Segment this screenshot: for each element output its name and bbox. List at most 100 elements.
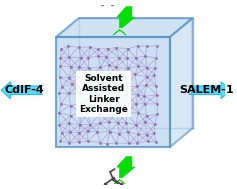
- Point: [67, 92, 70, 95]
- Point: [117, 57, 121, 60]
- Point: [144, 83, 148, 86]
- Point: [134, 56, 138, 59]
- Point: [126, 67, 130, 70]
- Point: [142, 95, 146, 98]
- Point: [134, 123, 138, 126]
- Point: [68, 76, 71, 79]
- Point: [143, 102, 146, 105]
- Point: [123, 74, 127, 77]
- Point: [57, 92, 61, 95]
- Polygon shape: [56, 37, 170, 147]
- Point: [78, 123, 82, 126]
- Point: [59, 56, 62, 59]
- Point: [88, 123, 92, 126]
- Point: [136, 44, 139, 47]
- Point: [69, 114, 73, 117]
- Point: [77, 140, 81, 143]
- Point: [153, 74, 156, 77]
- Point: [124, 92, 128, 95]
- Point: [107, 92, 111, 95]
- Point: [88, 46, 92, 49]
- Point: [136, 93, 140, 96]
- Polygon shape: [189, 82, 231, 99]
- Point: [107, 114, 111, 117]
- Text: CdIF-4: CdIF-4: [5, 85, 45, 95]
- Point: [105, 75, 109, 78]
- Point: [126, 47, 130, 50]
- Point: [143, 120, 147, 123]
- Point: [67, 56, 71, 59]
- Point: [137, 133, 140, 136]
- Point: [76, 75, 80, 78]
- Point: [69, 104, 73, 107]
- Point: [106, 85, 109, 88]
- Point: [87, 85, 91, 88]
- Point: [155, 102, 159, 105]
- Point: [144, 55, 147, 58]
- Text: Solvent
Assisted
Linker
Exchange: Solvent Assisted Linker Exchange: [79, 74, 128, 114]
- Point: [105, 142, 109, 145]
- Point: [115, 86, 119, 89]
- Point: [58, 139, 62, 142]
- Point: [59, 47, 63, 50]
- Point: [98, 122, 102, 125]
- Point: [155, 113, 159, 116]
- Polygon shape: [113, 29, 126, 35]
- Point: [69, 65, 73, 68]
- Point: [95, 95, 99, 98]
- Point: [95, 84, 99, 87]
- Point: [135, 85, 139, 88]
- Point: [98, 112, 102, 115]
- Point: [116, 94, 119, 97]
- Point: [155, 44, 159, 47]
- Point: [108, 130, 112, 133]
- Point: [96, 74, 100, 77]
- Polygon shape: [117, 157, 135, 177]
- Point: [68, 130, 72, 133]
- Point: [136, 111, 140, 114]
- Point: [88, 95, 92, 98]
- Point: [85, 111, 89, 114]
- Point: [107, 121, 111, 124]
- Point: [58, 123, 61, 126]
- Point: [116, 74, 120, 77]
- Point: [114, 46, 118, 49]
- Point: [152, 132, 156, 135]
- Point: [154, 141, 158, 144]
- Point: [106, 47, 110, 50]
- Point: [114, 66, 118, 69]
- Polygon shape: [170, 18, 193, 147]
- Point: [89, 74, 92, 77]
- Point: [145, 76, 149, 79]
- Polygon shape: [117, 7, 135, 28]
- Point: [155, 93, 159, 96]
- Point: [70, 83, 74, 86]
- Point: [98, 141, 102, 144]
- Point: [136, 64, 140, 67]
- Point: [125, 112, 128, 115]
- Point: [125, 57, 129, 60]
- Point: [98, 66, 102, 69]
- Point: [133, 73, 137, 76]
- Point: [67, 122, 71, 125]
- Point: [153, 123, 157, 126]
- Point: [136, 141, 139, 144]
- Point: [126, 130, 130, 133]
- Point: [108, 103, 112, 106]
- Point: [77, 131, 81, 134]
- Point: [77, 46, 81, 49]
- Point: [57, 111, 61, 114]
- Point: [80, 111, 83, 114]
- Point: [145, 133, 149, 136]
- Point: [126, 103, 130, 106]
- Text: SALEM-1: SALEM-1: [180, 85, 234, 95]
- Point: [78, 92, 82, 95]
- Point: [154, 84, 158, 87]
- Point: [88, 102, 92, 105]
- Polygon shape: [1, 82, 43, 99]
- Point: [145, 45, 149, 48]
- Point: [105, 55, 108, 58]
- Point: [86, 130, 90, 133]
- Point: [153, 67, 157, 70]
- Point: [118, 132, 121, 135]
